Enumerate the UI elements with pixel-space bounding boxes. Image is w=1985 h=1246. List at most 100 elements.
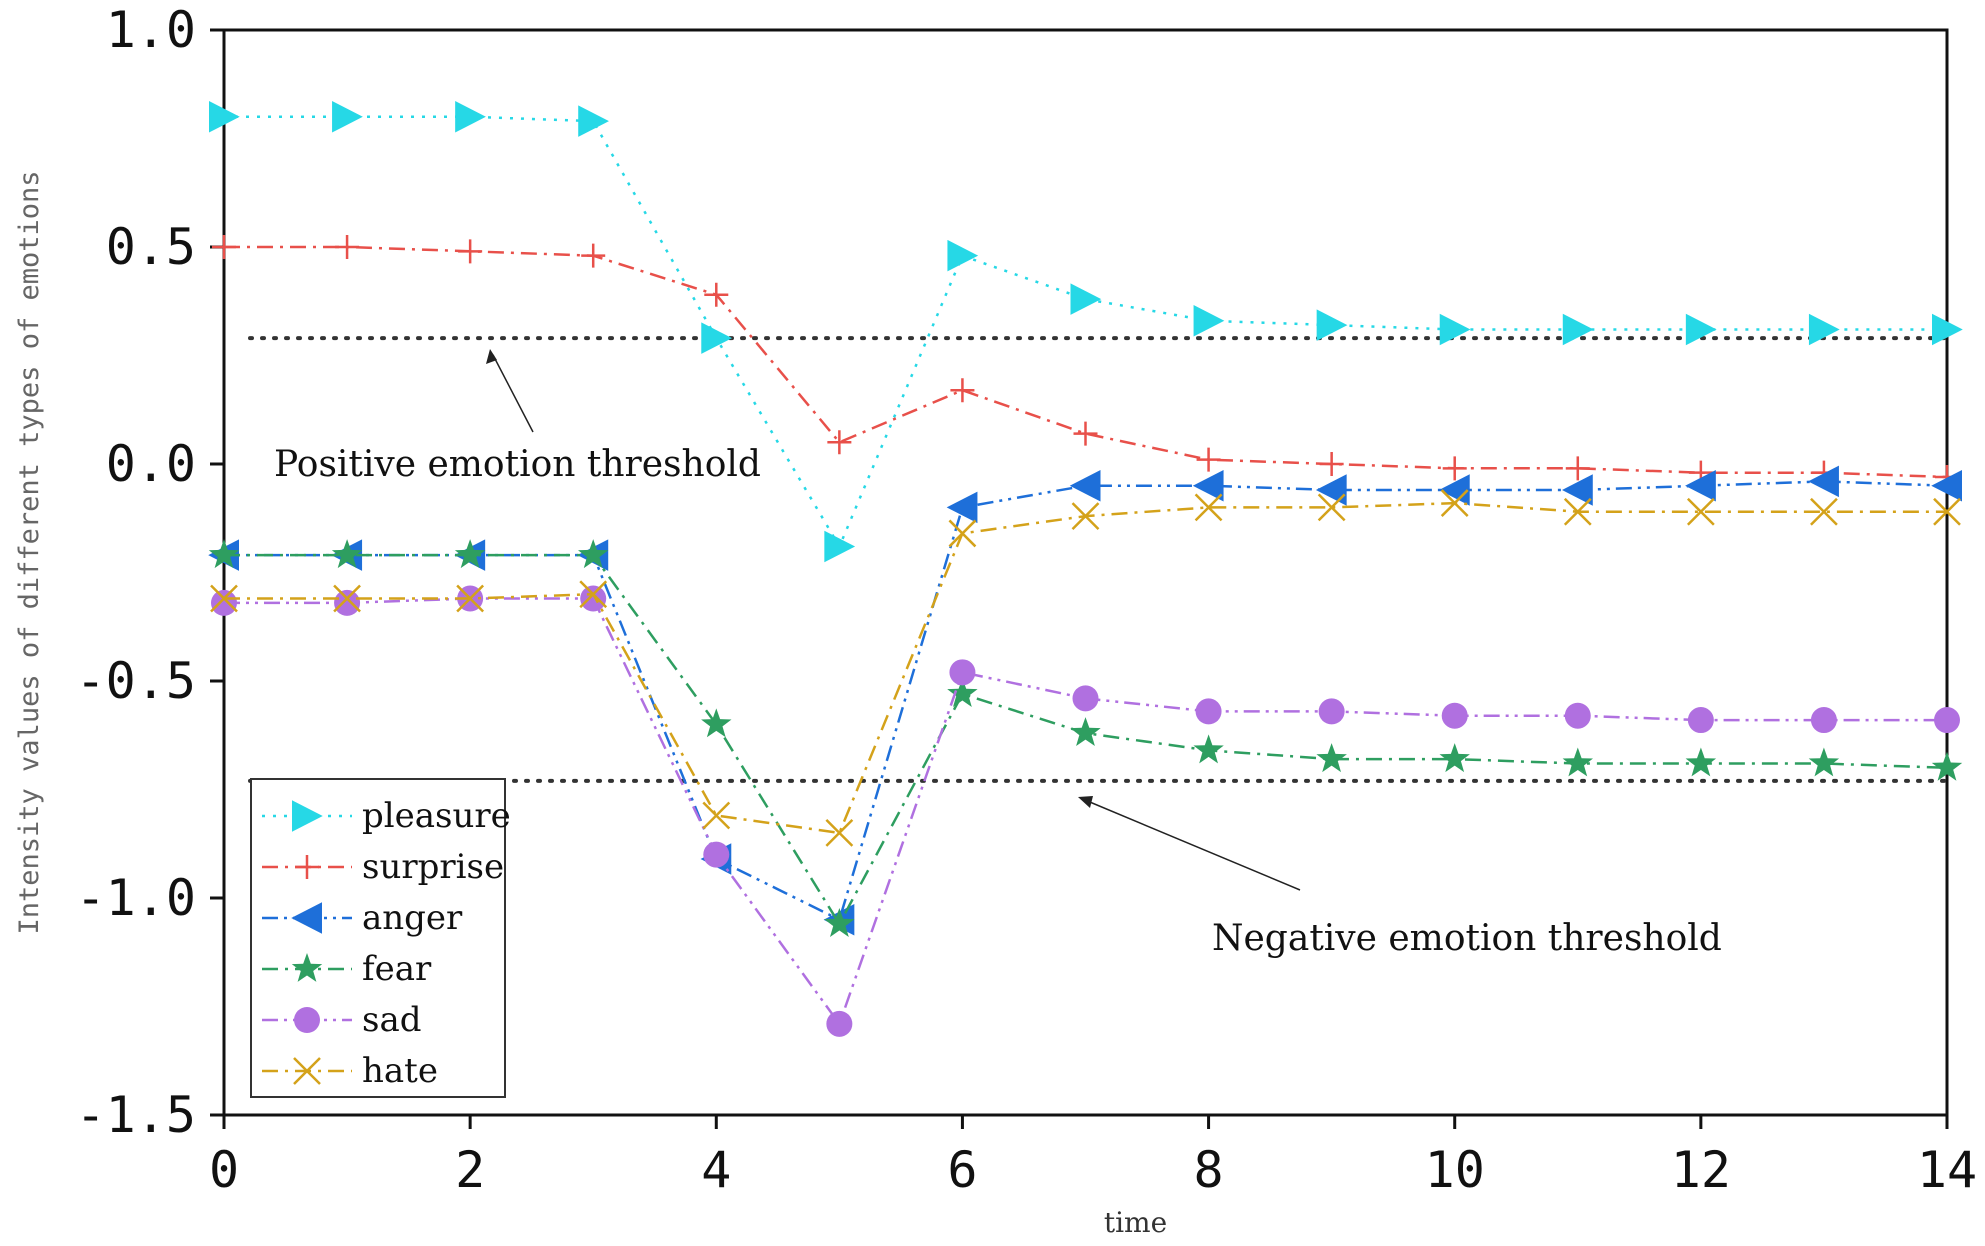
legend-label-pleasure: pleasure [362,796,511,836]
data-point-fear [1070,717,1101,746]
data-point-anger [1808,465,1839,498]
data-point-fear [208,539,240,569]
y-tick-label: -1.0 [76,869,196,927]
data-point-hate [579,580,608,609]
data-point-fear [1562,747,1593,777]
negative-threshold-label: Negative emotion threshold [1212,918,1722,959]
series-sad [211,585,1960,1037]
data-point-surprise [335,235,360,259]
data-point-hate [210,584,238,613]
data-point-fear [947,678,978,707]
positive-threshold-arrow [492,354,534,433]
x-tick-label: 8 [1194,1141,1224,1199]
data-point-hate [1933,497,1961,526]
data-point-surprise [704,282,729,307]
data-point-sad [1687,707,1714,734]
legend-marker-anger [291,902,322,934]
data-point-surprise [1442,456,1467,481]
data-point-surprise [1319,452,1344,476]
legend-label-anger: anger [362,898,463,938]
axes: 0 2 4 6 8 10 12 14 1.0 0.5 0.0 -0.5 -1.0 -1.5 time Inte… [14,1,1977,1239]
data-point-sad [1072,685,1099,712]
data-point-anger [1069,469,1101,502]
data-point-hate [1810,497,1838,526]
negative-threshold-arrow [1084,799,1301,891]
legend-marker-pleasure [292,800,323,832]
data-point-sad [949,659,976,686]
data-point-hate [702,801,731,830]
data-point-sad [1318,698,1345,725]
data-point-fear [454,539,486,569]
legend-item-fear: fear [262,949,432,989]
data-point-pleasure [1685,313,1717,346]
data-point-surprise [1073,421,1098,446]
legend-box [250,778,506,1098]
data-point-surprise [212,235,236,259]
data-point-pleasure [578,105,609,137]
data-point-fear [1439,743,1470,773]
positive-threshold-label: Positive emotion threshold [274,444,761,485]
data-point-pleasure [824,530,856,563]
data-point-fear [701,708,732,738]
data-point-anger [1562,474,1593,506]
legend-item-anger: anger [262,898,463,938]
y-tick-label: -0.5 [76,652,196,710]
data-point-fear [578,539,609,569]
data-point-hate [1317,493,1346,522]
data-point-hate [1563,497,1592,526]
legend-item-hate: hate [262,1051,438,1091]
data-point-pleasure [1316,309,1348,341]
y-tick-label: -1.5 [76,1086,196,1144]
x-tick-label: 12 [1671,1141,1731,1199]
x-tick-label: 4 [701,1141,731,1199]
y-tick-label: 1.0 [106,1,196,59]
data-point-sad [580,585,607,612]
data-point-surprise [827,430,852,455]
y-axis-title: Intensity values of different types of e… [14,170,45,934]
data-point-sad [1441,702,1468,729]
data-point-pleasure [1932,313,1963,346]
data-point-hate [825,819,854,847]
data-point-hate [1071,502,1100,530]
data-point-pleasure [209,101,240,133]
series-surprise [212,235,1959,490]
data-point-hate [1440,489,1469,517]
data-point-hate [948,519,977,548]
data-point-anger [1685,469,1716,502]
data-point-anger [1192,469,1224,502]
data-point-sad [1195,698,1222,725]
data-point-sad [703,841,730,868]
data-point-pleasure [1193,305,1225,337]
x-axis-title: time [1104,1206,1167,1239]
data-point-sad [334,589,361,616]
series-line-pleasure [224,115,1947,550]
legend-marker-hate [293,1057,321,1085]
data-point-pleasure [1808,313,1840,346]
data-point-hate [456,584,485,613]
legend-label-sad: sad [362,1000,421,1040]
data-point-anger [1438,474,1470,506]
data-point-pleasure [1439,313,1471,346]
data-point-pleasure [1562,313,1594,346]
data-point-fear [1931,751,1963,781]
legend-marker-surprise [295,855,319,879]
data-point-anger [1931,469,1962,502]
series-lines [208,101,1963,1037]
data-point-pleasure [947,239,979,272]
data-point-fear [331,539,363,569]
data-point-surprise [458,239,483,264]
data-point-fear [1685,747,1717,777]
legend-item-sad: sad [262,1000,421,1040]
legend-item-surprise: surprise [262,847,504,887]
x-tick-label: 10 [1425,1141,1485,1199]
data-point-fear [1316,743,1347,773]
negative-threshold-arrowhead [1078,796,1093,808]
x-tick-label: 14 [1917,1141,1977,1199]
series-hate [210,489,1961,847]
data-point-fear [1808,747,1840,777]
legend-marker-fear [291,953,323,982]
data-point-hate [1194,493,1223,522]
legend-marker-sad [294,1007,320,1033]
series-line-surprise [224,245,1948,479]
